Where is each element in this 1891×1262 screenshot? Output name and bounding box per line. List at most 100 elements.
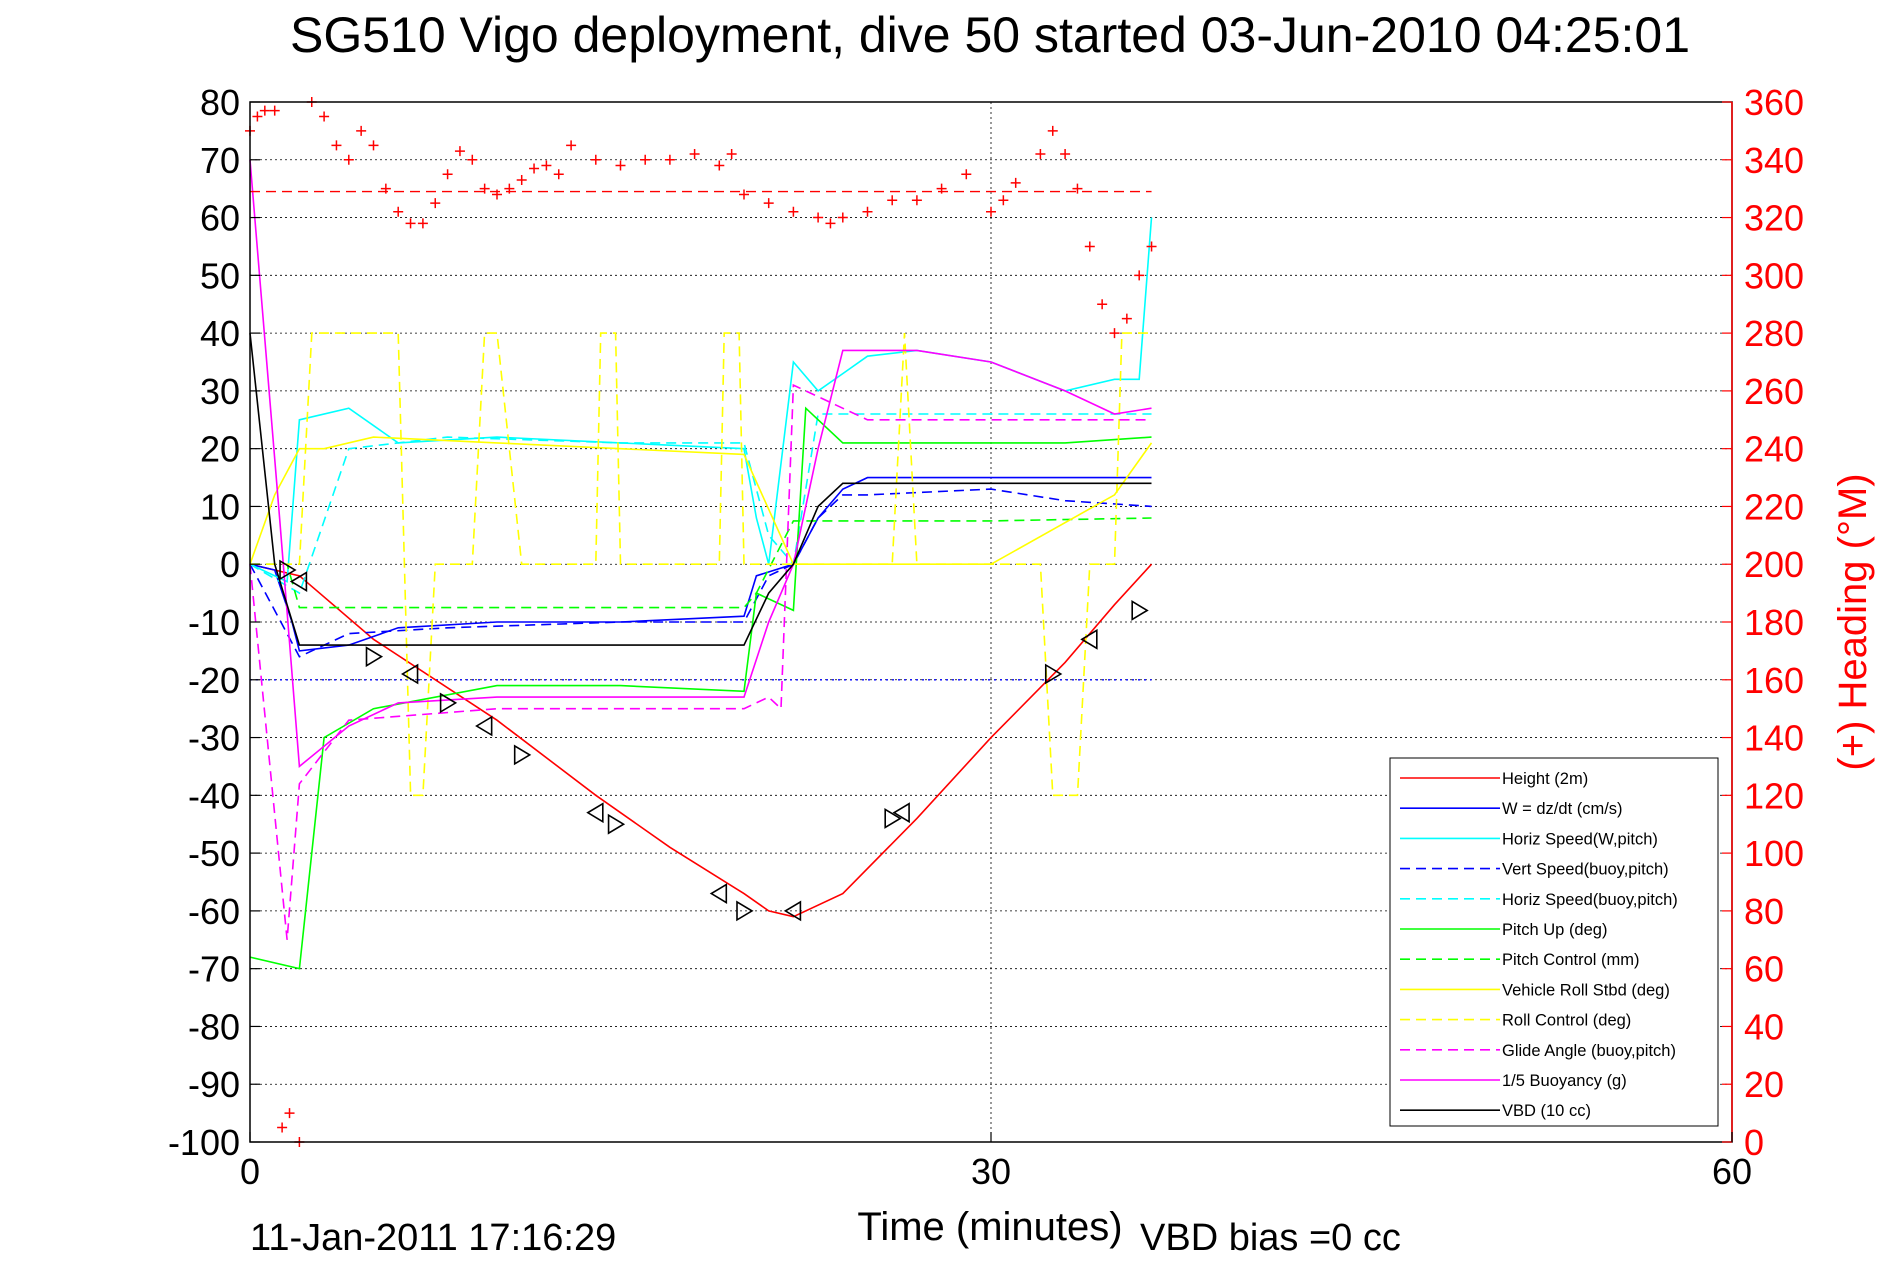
heading-point	[1072, 183, 1083, 194]
right-tick-label: 340	[1744, 140, 1804, 181]
x-axis-ticks: 0 30 60	[240, 1132, 1752, 1192]
event-marker	[709, 883, 728, 904]
right-tick-label: 260	[1744, 371, 1804, 412]
y-tick-label: -70	[188, 949, 240, 990]
y-tick-label: 20	[200, 429, 240, 470]
event-marker	[279, 559, 297, 581]
heading-point	[1060, 149, 1071, 159]
markers	[279, 559, 1149, 922]
heading-point	[319, 111, 330, 122]
series-line-2	[249, 217, 1153, 583]
right-tick-label: 120	[1744, 775, 1804, 816]
event-marker	[607, 813, 626, 835]
event-marker	[783, 900, 802, 922]
series-line-7	[249, 436, 1153, 566]
event-marker	[475, 715, 493, 737]
x-tick-label: 30	[971, 1151, 1011, 1192]
y-tick-label: -60	[188, 891, 240, 932]
plot-series	[249, 159, 1153, 970]
heading-point	[739, 189, 749, 200]
event-marker	[884, 808, 902, 829]
heading-point	[380, 183, 391, 194]
legend-label: W = dz/dt (cm/s)	[1502, 800, 1623, 818]
y-tick-label: -10	[188, 602, 240, 643]
right-tick-label: 280	[1744, 313, 1804, 354]
y-tick-label: 80	[200, 82, 240, 123]
right-tick-label: 80	[1744, 891, 1784, 932]
event-marker	[289, 571, 308, 592]
heading-point	[417, 218, 428, 229]
y-tick-label: -90	[188, 1064, 240, 1105]
heading-point	[936, 183, 947, 194]
heading-point	[862, 206, 873, 217]
y-tick-label: 60	[200, 198, 240, 239]
heading-point	[998, 195, 1009, 206]
heading-point	[252, 111, 263, 122]
right-axis-ticks: 3603403203002802602402202001801601401201…	[1722, 82, 1804, 1163]
heading-point	[1146, 241, 1157, 252]
heading-point	[541, 160, 552, 171]
heading-point	[553, 169, 564, 180]
legend-label: Horiz Speed(buoy,pitch)	[1502, 891, 1678, 909]
event-marker	[1131, 600, 1149, 621]
series-line-9	[249, 383, 1152, 940]
heading-point	[467, 154, 478, 165]
heading-point	[1084, 241, 1095, 252]
x-axis-label: Time (minutes)	[857, 1205, 1122, 1249]
right-tick-label: 100	[1744, 833, 1804, 874]
right-tick-label: 240	[1744, 429, 1804, 470]
y-tick-label: 50	[200, 255, 240, 296]
footer-vbd-bias: VBD bias =0 cc	[1140, 1217, 1401, 1259]
event-marker	[736, 900, 754, 922]
event-marker	[439, 692, 458, 714]
event-marker	[892, 802, 910, 824]
heading-point	[664, 154, 675, 165]
legend-label: Pitch Control (mm)	[1502, 951, 1640, 969]
y-tick-label: -30	[188, 718, 240, 759]
series-line-11	[249, 333, 1152, 646]
y-tick-label: -20	[188, 660, 240, 701]
heading-point	[566, 140, 577, 151]
right-tick-label: 0	[1744, 1122, 1764, 1163]
legend-label: 1/5 Buoyancy (g)	[1502, 1072, 1627, 1090]
heading-point	[590, 154, 601, 165]
right-tick-label: 40	[1744, 1006, 1784, 1047]
heading-point	[492, 189, 502, 200]
heading-point	[454, 146, 465, 157]
event-marker	[1044, 663, 1063, 685]
right-tick-label: 60	[1744, 949, 1784, 990]
heading-point	[1109, 328, 1120, 339]
series-line-6	[250, 517, 1152, 609]
heading-point	[825, 218, 836, 229]
heading-point	[516, 175, 527, 185]
y-tick-label: 40	[200, 313, 240, 354]
y-tick-label: 30	[200, 371, 240, 412]
heading-point	[393, 206, 404, 217]
legend-label: Pitch Up (deg)	[1502, 921, 1607, 939]
heading-point	[615, 160, 626, 171]
x-tick-label: 0	[240, 1151, 260, 1192]
right-tick-label: 360	[1744, 82, 1804, 123]
series-line-10	[249, 159, 1152, 768]
heading-point	[887, 195, 898, 206]
heading-point	[356, 125, 367, 136]
left-axis-ticks: 80 70 60 50 40 30 20 10 0 -10 -20 -30 -40 -50 -60 -70 -8…	[168, 82, 260, 1163]
series-line-0	[249, 563, 1153, 918]
footer-date: 11-Jan-2011 17:16:29	[250, 1217, 616, 1259]
heading-point	[504, 183, 515, 194]
series-line-4	[249, 413, 1152, 595]
y-tick-label: -50	[188, 833, 240, 874]
event-marker	[586, 802, 604, 824]
heading-point	[689, 149, 700, 159]
heading-point	[284, 1108, 295, 1119]
series-line-5	[249, 406, 1152, 970]
heading-point	[479, 183, 490, 194]
y-tick-label: 0	[220, 544, 240, 585]
heading-point	[1121, 313, 1132, 324]
y-tick-label: -80	[188, 1006, 240, 1047]
x-tick-label: 60	[1712, 1151, 1752, 1192]
right-tick-label: 320	[1744, 198, 1804, 239]
legend-label: VBD (10 cc)	[1502, 1102, 1591, 1120]
heading-point	[1134, 270, 1145, 281]
